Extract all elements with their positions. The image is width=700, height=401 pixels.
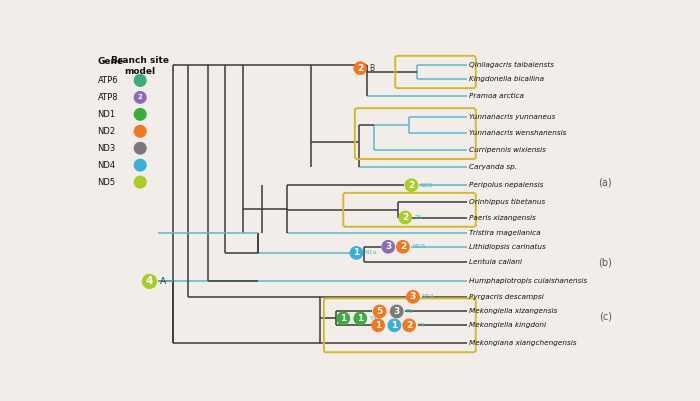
Text: Yunnanacris yunnaneus: Yunnanacris yunnaneus	[469, 114, 555, 120]
Text: Kingdonella bicallina: Kingdonella bicallina	[469, 76, 544, 82]
Text: 3: 3	[410, 292, 416, 301]
Text: 5: 5	[377, 307, 383, 316]
Text: 1: 1	[340, 314, 346, 323]
Text: Orinhippus tibetanus: Orinhippus tibetanus	[469, 199, 545, 205]
Text: ATP6: ATP6	[97, 76, 118, 85]
Text: Caryanda sp.: Caryanda sp.	[469, 164, 517, 170]
Text: Branch site
model: Branch site model	[111, 56, 169, 76]
Circle shape	[389, 319, 400, 332]
Text: ND5: ND5	[97, 178, 116, 186]
Text: Peripolus nepalensis: Peripolus nepalensis	[469, 182, 543, 188]
Circle shape	[134, 176, 146, 188]
Text: Curripennis wixiensis: Curripennis wixiensis	[469, 147, 546, 153]
Text: Qinilagacris taibaiensts: Qinilagacris taibaiensts	[469, 62, 554, 68]
Circle shape	[134, 142, 146, 154]
Text: 1: 1	[391, 321, 398, 330]
Circle shape	[134, 91, 146, 103]
Circle shape	[391, 305, 403, 318]
Text: 2: 2	[402, 213, 408, 222]
Text: 4: 4	[146, 276, 153, 286]
Text: 1: 1	[354, 249, 360, 257]
Text: Gene: Gene	[97, 57, 124, 66]
Text: (c): (c)	[598, 311, 612, 321]
Text: ATP8: ATP8	[97, 93, 118, 102]
Circle shape	[134, 109, 146, 120]
Text: 2: 2	[400, 242, 406, 251]
Text: NT4: NT4	[421, 294, 434, 299]
Text: Lentula callani: Lentula callani	[469, 259, 522, 265]
Circle shape	[134, 159, 146, 171]
Text: Pramoa arctica: Pramoa arctica	[469, 93, 524, 99]
Text: N1a: N1a	[364, 251, 377, 255]
Text: Mekongiana xiangchengensis: Mekongiana xiangchengensis	[469, 340, 576, 346]
Text: Paeris xizangensis: Paeris xizangensis	[469, 215, 536, 221]
Text: Tristira magellanica: Tristira magellanica	[469, 230, 540, 236]
Text: 1: 1	[375, 321, 382, 330]
Circle shape	[354, 62, 367, 74]
Text: A: A	[160, 277, 166, 286]
Text: Mekongiella xizangensis: Mekongiella xizangensis	[469, 308, 557, 314]
Circle shape	[382, 241, 394, 253]
Circle shape	[405, 179, 418, 191]
Circle shape	[337, 312, 349, 324]
Text: 2: 2	[406, 321, 412, 330]
Text: Yunnanacris wenshanensis: Yunnanacris wenshanensis	[469, 130, 566, 136]
Text: ND1: ND1	[97, 110, 116, 119]
Circle shape	[397, 241, 409, 253]
Text: 1: 1	[357, 314, 363, 323]
Text: ND3: ND3	[97, 144, 116, 153]
Text: Pyrgacris descampsi: Pyrgacris descampsi	[469, 294, 543, 300]
Circle shape	[354, 312, 367, 324]
Text: ND2: ND2	[97, 127, 116, 136]
Text: Mekongiella kingdoni: Mekongiella kingdoni	[469, 322, 546, 328]
Text: 3: 3	[385, 242, 391, 251]
Text: 2: 2	[357, 64, 363, 73]
Circle shape	[350, 247, 363, 259]
Text: 3: 3	[393, 307, 400, 316]
Circle shape	[143, 275, 157, 288]
Text: (a): (a)	[598, 178, 612, 188]
Circle shape	[399, 211, 412, 224]
Text: 2: 2	[408, 181, 414, 190]
Text: 2: 2	[138, 94, 143, 100]
Text: T5: T5	[414, 215, 422, 220]
Circle shape	[134, 126, 146, 137]
Text: ND4: ND4	[97, 161, 116, 170]
Circle shape	[374, 305, 386, 318]
Text: ND5: ND5	[419, 183, 433, 188]
Text: (b): (b)	[598, 257, 612, 267]
Text: Humphaplotropis culaishanensis: Humphaplotropis culaishanensis	[469, 278, 587, 284]
Text: T4: T4	[419, 323, 426, 328]
Circle shape	[372, 319, 384, 332]
Circle shape	[134, 75, 146, 86]
Text: T5: T5	[406, 309, 414, 314]
Text: ND5: ND5	[412, 244, 426, 249]
Text: T4: T4	[370, 316, 377, 321]
Circle shape	[403, 319, 415, 332]
Circle shape	[407, 291, 419, 303]
Text: Lithidiopsis carinatus: Lithidiopsis carinatus	[469, 244, 545, 250]
Text: B: B	[370, 64, 374, 73]
